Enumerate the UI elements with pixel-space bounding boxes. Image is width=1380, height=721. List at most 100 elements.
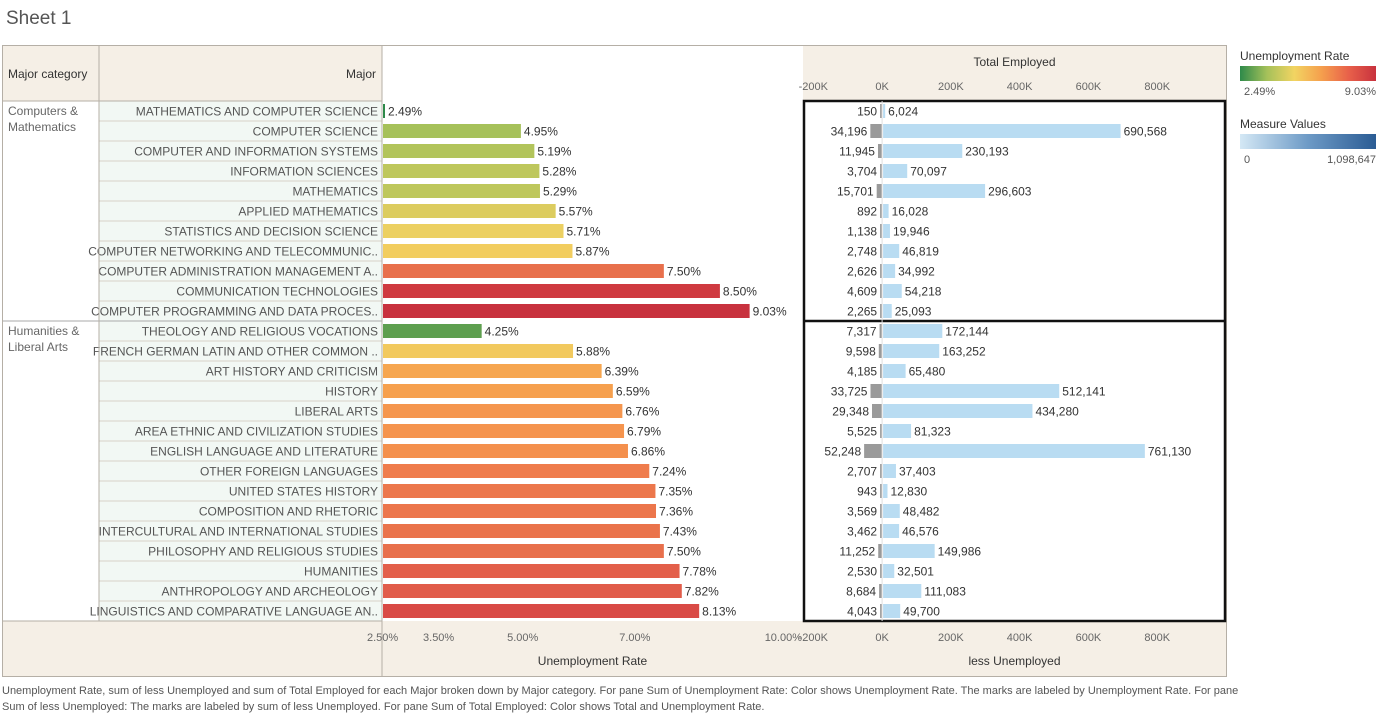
major-label: AREA ETHNIC AND CIVILIZATION STUDIES xyxy=(135,425,378,439)
rate-bar xyxy=(383,304,750,318)
count-pane-border xyxy=(802,99,1227,623)
unemployed-bar xyxy=(880,284,883,298)
unemployed-bar xyxy=(878,544,883,558)
unemployed-label: 5,525 xyxy=(847,425,877,439)
unemployed-label: 33,725 xyxy=(831,385,868,399)
rate-legend-min: 2.49% xyxy=(1244,86,1275,98)
rate-label: 7.35% xyxy=(658,485,692,499)
employed-bar xyxy=(883,284,902,298)
unemployed-bar xyxy=(880,104,883,118)
unemployed-label: 11,252 xyxy=(839,545,875,559)
measure-legend-ramp xyxy=(1240,134,1376,149)
rate-label: 6.59% xyxy=(616,385,650,399)
unemployed-label: 11,945 xyxy=(839,145,875,159)
count-axis-tick-top: -200K xyxy=(799,81,829,93)
count-axis-tick-bottom: 200K xyxy=(938,632,964,644)
count-axis-tick-bottom: 600K xyxy=(1076,632,1102,644)
sheet-title: Sheet 1 xyxy=(6,8,72,29)
major-label: INFORMATION SCIENCES xyxy=(230,165,378,179)
employed-label: 6,024 xyxy=(888,105,918,119)
unemployed-label: 52,248 xyxy=(824,445,861,459)
rate-bar xyxy=(383,104,385,118)
employed-label: 149,986 xyxy=(938,545,982,559)
rate-bar xyxy=(383,244,573,258)
rate-axis-tick: 2.50% xyxy=(367,632,398,644)
major-label: COMPOSITION AND RHETORIC xyxy=(199,505,378,519)
employed-label: 761,130 xyxy=(1148,445,1192,459)
rate-bar xyxy=(383,124,521,138)
count-axis-tick-bottom: 0K xyxy=(875,632,889,644)
count-axis-tick-top: 400K xyxy=(1007,81,1033,93)
employed-bar xyxy=(883,304,892,318)
count-axis-tick-bottom: -200K xyxy=(799,632,829,644)
rate-axis-tick: 10.00% xyxy=(765,632,803,644)
rate-label: 5.29% xyxy=(543,185,577,199)
unemployed-label: 4,043 xyxy=(847,605,877,619)
rate-label: 5.28% xyxy=(542,165,576,179)
major-label: COMPUTER ADMINISTRATION MANAGEMENT A.. xyxy=(98,265,378,279)
major-label: LIBERAL ARTS xyxy=(295,405,378,419)
unemployed-label: 2,748 xyxy=(847,245,877,259)
employed-label: 65,480 xyxy=(909,365,946,379)
employed-bar xyxy=(883,324,943,338)
rate-label: 7.50% xyxy=(667,545,701,559)
major-label: HISTORY xyxy=(325,385,378,399)
employed-bar xyxy=(883,344,940,358)
unemployed-label: 3,569 xyxy=(847,505,877,519)
rate-label: 7.36% xyxy=(659,505,693,519)
rate-label: 6.79% xyxy=(627,425,661,439)
rate-legend-max: 9.03% xyxy=(1345,86,1376,98)
rate-bar xyxy=(383,224,564,238)
major-label: ENGLISH LANGUAGE AND LITERATURE xyxy=(150,445,378,459)
employed-bar xyxy=(883,604,901,618)
employed-bar xyxy=(883,424,912,438)
unemployed-bar xyxy=(880,484,883,498)
employed-label: 48,482 xyxy=(903,505,940,519)
major-label: UNITED STATES HISTORY xyxy=(229,485,378,499)
rate-label: 7.78% xyxy=(683,565,717,579)
employed-bar xyxy=(883,244,900,258)
rate-bar xyxy=(383,544,664,558)
employed-bar xyxy=(883,224,890,238)
unemployed-bar xyxy=(880,224,883,238)
unemployed-bar xyxy=(880,364,883,378)
major-label: COMPUTER AND INFORMATION SYSTEMS xyxy=(134,145,378,159)
employed-bar xyxy=(883,184,986,198)
employed-bar xyxy=(883,524,900,538)
unemployed-label: 150 xyxy=(857,105,877,119)
unemployed-bar xyxy=(880,424,883,438)
rate-label: 5.19% xyxy=(537,145,571,159)
employed-label: 46,819 xyxy=(902,245,939,259)
employed-bar xyxy=(883,444,1145,458)
rate-bar xyxy=(383,564,680,578)
employed-label: 32,501 xyxy=(897,565,934,579)
unemployed-bar xyxy=(877,144,883,158)
unemployed-label: 2,530 xyxy=(847,565,877,579)
unemployed-label: 3,704 xyxy=(847,165,877,179)
rate-bar xyxy=(383,364,602,378)
unemployed-bar xyxy=(864,444,883,458)
header-background xyxy=(2,45,382,101)
unemployed-label: 1,138 xyxy=(847,225,877,239)
rate-bar xyxy=(383,484,656,498)
measure-legend-min: 0 xyxy=(1244,154,1250,166)
major-label: COMPUTER NETWORKING AND TELECOMMUNIC.. xyxy=(88,245,378,259)
rate-label: 7.50% xyxy=(667,265,701,279)
rate-axis-title: Unemployment Rate xyxy=(538,654,648,668)
employed-bar xyxy=(883,544,935,558)
unemployed-label: 2,626 xyxy=(847,265,877,279)
unemployed-label: 2,707 xyxy=(847,465,877,479)
measure-legend-title: Measure Values xyxy=(1240,117,1326,131)
rate-bar xyxy=(383,464,650,478)
count-axis-tick-bottom: 800K xyxy=(1144,632,1170,644)
employed-bar xyxy=(883,144,963,158)
employed-label: 163,252 xyxy=(942,345,986,359)
category-label: Mathematics xyxy=(8,120,76,134)
unemployed-label: 7,317 xyxy=(847,325,877,339)
major-label: COMPUTER PROGRAMMING AND DATA PROCES.. xyxy=(91,305,378,319)
rate-axis-tick: 3.50% xyxy=(423,632,454,644)
unemployed-bar xyxy=(880,524,883,538)
employed-label: 25,093 xyxy=(895,305,932,319)
unemployed-label: 892 xyxy=(857,205,877,219)
major-label: ANTHROPOLOGY AND ARCHEOLOGY xyxy=(162,585,379,599)
